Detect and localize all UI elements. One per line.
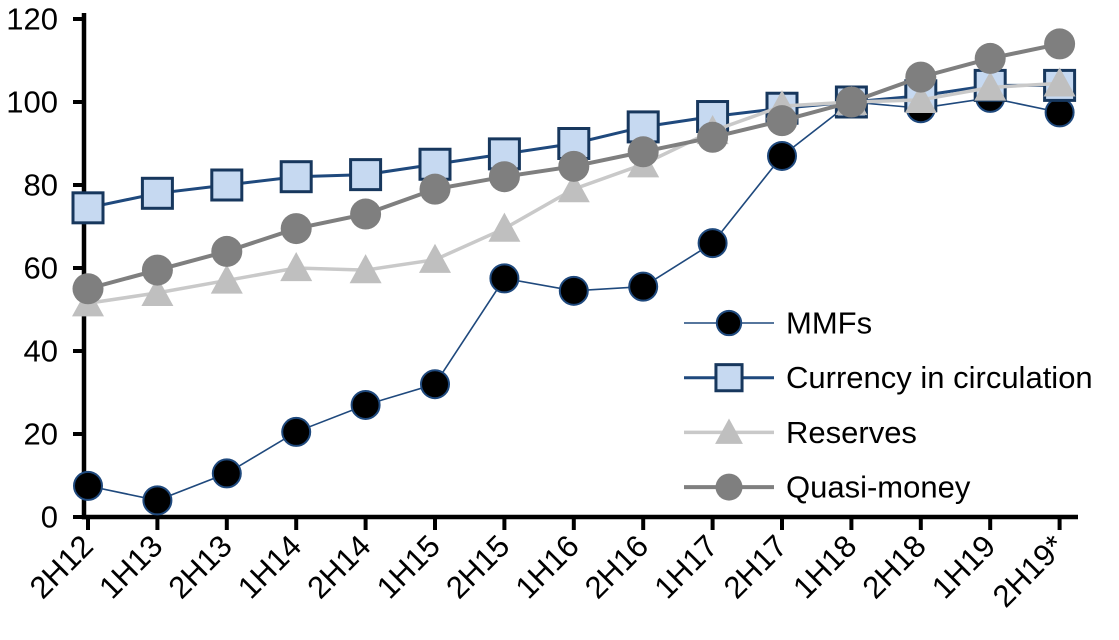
data-point-marker [350, 198, 382, 230]
legend: MMFs Currency in circulation Reserves Quasi… [684, 306, 1093, 505]
data-point-marker [715, 418, 743, 444]
data-point-marker [419, 173, 451, 205]
legend-item-quasi-money: Quasi-money [684, 470, 971, 505]
data-point-marker [557, 173, 590, 203]
data-point-marker [627, 136, 659, 168]
data-point-marker [279, 160, 313, 194]
data-point-marker [1044, 28, 1076, 60]
y-tick-label: 0 [41, 500, 58, 535]
data-point-marker [489, 263, 520, 294]
legend-item-currency-in-circulation: Currency in circulation [684, 360, 1093, 395]
data-point-marker [488, 161, 520, 193]
data-point-marker [697, 121, 729, 153]
y-tick-label: 60 [24, 251, 58, 286]
data-point-marker [714, 363, 744, 393]
y-tick-label: 120 [6, 2, 58, 37]
data-point-marker [715, 309, 743, 337]
data-point-marker [558, 275, 589, 306]
data-point-marker [281, 416, 312, 447]
legend-item-reserves: Reserves [684, 415, 917, 450]
y-tick-label: 20 [24, 417, 58, 452]
series-quasi-money [72, 28, 1076, 305]
y-tick-label: 100 [6, 85, 58, 120]
data-point-marker [350, 389, 381, 420]
data-point-marker [767, 140, 797, 171]
y-axis-ticks: 0 20 40 60 80 100 120 [6, 2, 84, 535]
legend-label: Quasi-money [786, 470, 971, 505]
data-point-marker [210, 168, 244, 202]
data-point-marker [349, 254, 382, 284]
data-point-marker [628, 271, 659, 302]
data-point-marker [211, 235, 243, 267]
legend-label: Currency in circulation [786, 360, 1093, 395]
legend-item-mmfs: MMFs [684, 306, 872, 341]
data-point-marker [1044, 97, 1075, 128]
data-point-marker [1043, 67, 1076, 97]
data-point-marker [71, 191, 105, 225]
data-point-marker [697, 228, 728, 259]
data-point-marker [420, 369, 450, 400]
data-point-marker [419, 243, 451, 273]
data-point-marker [558, 150, 590, 182]
data-point-marker [974, 42, 1006, 74]
data-point-marker [766, 105, 798, 137]
data-point-marker [280, 252, 313, 282]
data-point-marker [349, 158, 383, 192]
data-point-marker [210, 264, 243, 294]
data-point-marker [835, 86, 867, 118]
data-point-marker [140, 176, 174, 210]
data-point-marker [72, 273, 104, 305]
legend-label: Reserves [786, 415, 917, 450]
data-point-marker [280, 213, 312, 245]
data-point-marker [142, 485, 173, 516]
data-point-marker [905, 61, 937, 93]
y-tick-label: 40 [24, 334, 58, 369]
data-point-marker [904, 83, 937, 114]
data-point-marker [141, 276, 174, 307]
data-point-marker [715, 473, 743, 501]
data-point-marker [141, 254, 173, 286]
data-point-marker [974, 71, 1007, 101]
data-point-marker [73, 470, 103, 501]
data-point-marker [211, 458, 242, 489]
y-tick-label: 80 [24, 168, 58, 203]
legend-label: MMFs [786, 306, 872, 341]
data-point-marker [488, 212, 521, 242]
